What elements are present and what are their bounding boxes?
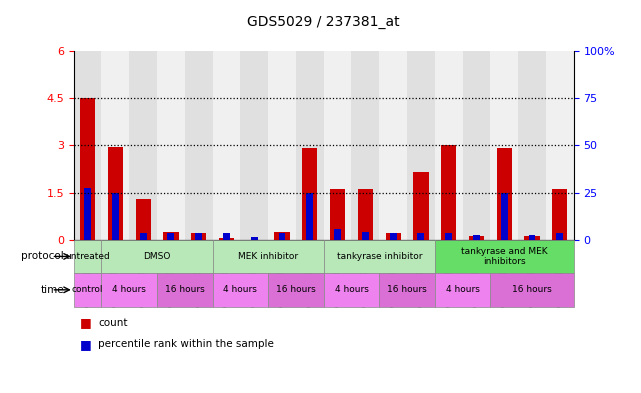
Bar xyxy=(279,233,285,240)
Bar xyxy=(223,233,230,240)
Bar xyxy=(435,240,574,273)
Bar xyxy=(74,273,101,307)
Bar xyxy=(546,51,574,240)
Bar xyxy=(196,233,202,240)
Bar xyxy=(213,273,268,307)
Bar xyxy=(417,233,424,240)
Bar xyxy=(101,273,157,307)
Text: ■: ■ xyxy=(80,316,92,329)
Bar xyxy=(518,51,546,240)
Bar xyxy=(101,51,129,240)
Bar xyxy=(407,51,435,240)
Bar xyxy=(240,51,268,240)
Text: count: count xyxy=(98,318,128,327)
Bar xyxy=(379,273,435,307)
Text: 16 hours: 16 hours xyxy=(165,285,204,294)
Bar xyxy=(556,233,563,240)
Text: MEK inhibitor: MEK inhibitor xyxy=(238,252,298,261)
Bar xyxy=(358,189,373,240)
Text: 4 hours: 4 hours xyxy=(445,285,479,294)
Bar xyxy=(324,240,435,273)
Text: 4 hours: 4 hours xyxy=(112,285,146,294)
Bar xyxy=(157,273,213,307)
Bar xyxy=(296,51,324,240)
Bar xyxy=(185,51,213,240)
Bar xyxy=(501,193,508,240)
Text: protocol: protocol xyxy=(21,252,64,261)
Bar xyxy=(302,148,317,240)
Bar xyxy=(390,233,397,240)
Bar xyxy=(108,147,123,240)
Text: 4 hours: 4 hours xyxy=(335,285,369,294)
Bar xyxy=(74,240,101,273)
Bar xyxy=(268,273,324,307)
Bar xyxy=(497,148,512,240)
Text: untreated: untreated xyxy=(65,252,110,261)
Bar xyxy=(441,145,456,240)
Bar xyxy=(135,199,151,240)
Bar xyxy=(324,51,351,240)
Bar xyxy=(101,240,213,273)
Bar xyxy=(324,273,379,307)
Bar xyxy=(330,189,345,240)
Bar xyxy=(80,98,96,240)
Bar xyxy=(213,240,324,273)
Bar xyxy=(473,235,480,240)
Text: DMSO: DMSO xyxy=(144,252,171,261)
Text: GDS5029 / 237381_at: GDS5029 / 237381_at xyxy=(247,15,400,29)
Bar xyxy=(306,193,313,240)
Bar xyxy=(167,233,174,240)
Text: 4 hours: 4 hours xyxy=(224,285,257,294)
Bar xyxy=(268,51,296,240)
Bar xyxy=(490,51,518,240)
Bar xyxy=(524,236,540,240)
Bar xyxy=(552,189,567,240)
Bar xyxy=(469,236,484,240)
Text: ■: ■ xyxy=(80,338,92,351)
Text: time: time xyxy=(40,285,64,295)
Bar xyxy=(529,235,535,240)
Bar xyxy=(351,51,379,240)
Bar xyxy=(334,229,341,240)
Bar xyxy=(435,273,490,307)
Bar xyxy=(379,51,407,240)
Text: tankyrase inhibitor: tankyrase inhibitor xyxy=(337,252,422,261)
Bar xyxy=(84,188,91,240)
Bar xyxy=(435,51,463,240)
Bar xyxy=(445,233,452,240)
Bar xyxy=(157,51,185,240)
Bar xyxy=(74,51,101,240)
Text: tankyrase and MEK
inhibitors: tankyrase and MEK inhibitors xyxy=(461,247,547,266)
Text: control: control xyxy=(72,285,103,294)
Text: 16 hours: 16 hours xyxy=(387,285,427,294)
Bar xyxy=(490,273,574,307)
Bar xyxy=(112,193,119,240)
Bar xyxy=(163,232,179,240)
Bar xyxy=(385,233,401,240)
Text: 16 hours: 16 hours xyxy=(276,285,316,294)
Bar xyxy=(463,51,490,240)
Bar xyxy=(274,232,290,240)
Bar xyxy=(251,237,258,240)
Text: percentile rank within the sample: percentile rank within the sample xyxy=(98,339,274,349)
Bar xyxy=(191,233,206,240)
Bar xyxy=(413,172,429,240)
Bar xyxy=(129,51,157,240)
Bar xyxy=(219,238,234,240)
Bar xyxy=(362,232,369,240)
Bar xyxy=(140,233,147,240)
Text: 16 hours: 16 hours xyxy=(512,285,552,294)
Bar xyxy=(213,51,240,240)
